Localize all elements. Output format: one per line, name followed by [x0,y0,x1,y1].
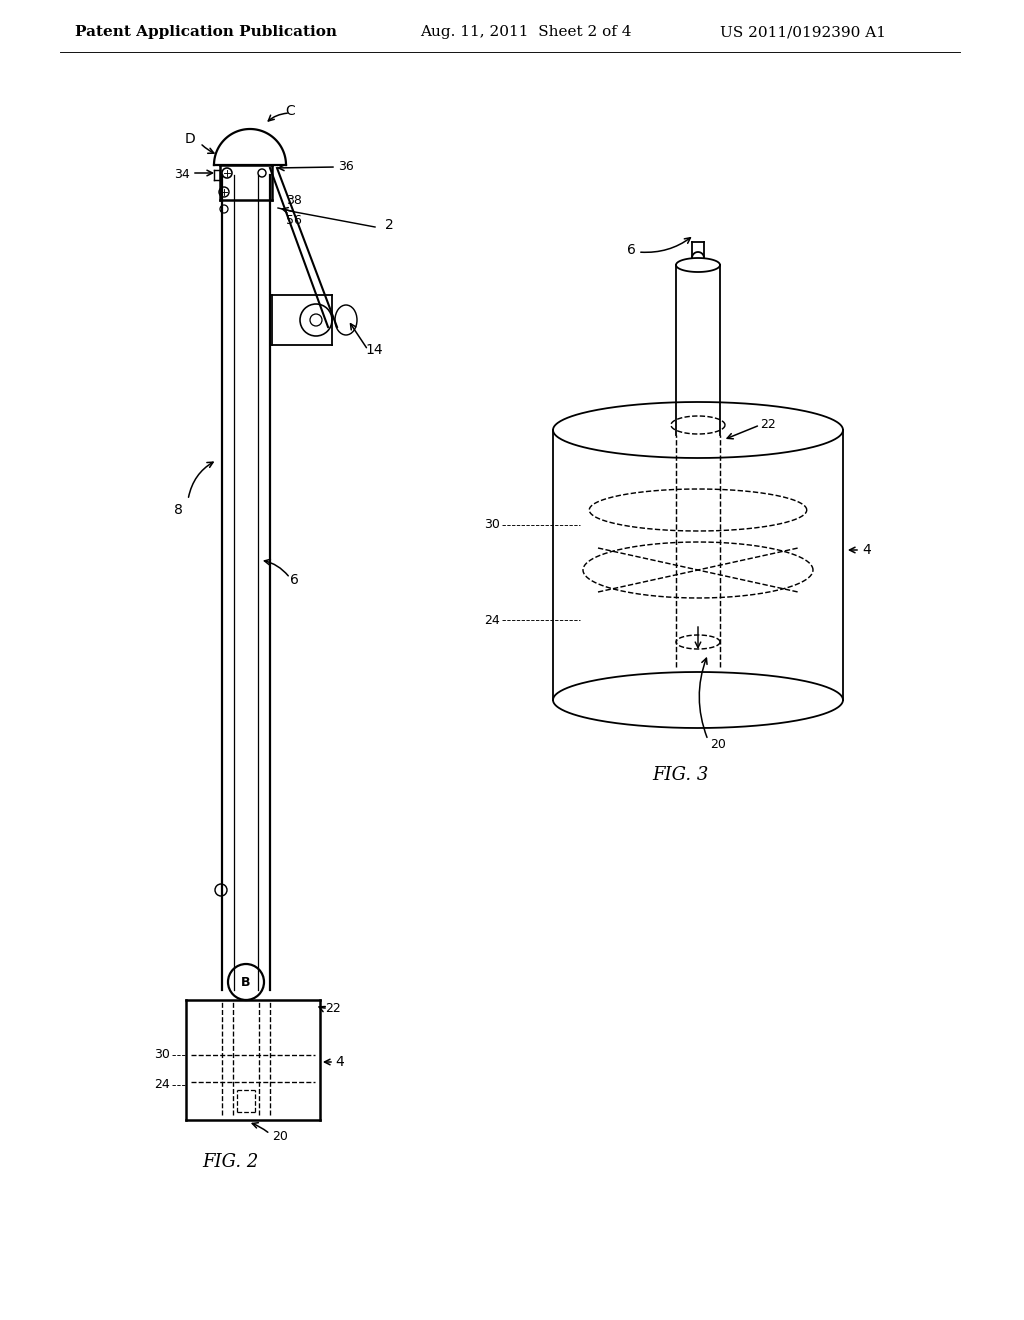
Text: 4: 4 [862,543,870,557]
Text: FIG. 2: FIG. 2 [202,1152,258,1171]
Text: Aug. 11, 2011  Sheet 2 of 4: Aug. 11, 2011 Sheet 2 of 4 [420,25,632,40]
Text: FIG. 3: FIG. 3 [652,766,709,784]
Text: 30: 30 [484,519,500,532]
Text: US 2011/0192390 A1: US 2011/0192390 A1 [720,25,886,40]
Text: C: C [285,104,295,117]
Text: 24: 24 [484,614,500,627]
Text: 36: 36 [338,161,353,173]
Text: 22: 22 [325,1002,341,1015]
Text: Patent Application Publication: Patent Application Publication [75,25,337,40]
Text: 20: 20 [710,738,726,751]
Text: 8: 8 [173,503,182,517]
Text: 6: 6 [290,573,299,587]
Text: 6: 6 [627,243,636,257]
Text: 14: 14 [365,343,383,356]
Text: 22: 22 [760,418,776,432]
Text: B: B [242,975,251,989]
Text: 56: 56 [286,214,302,227]
Text: 24: 24 [155,1078,170,1092]
Text: 34: 34 [174,169,189,181]
Text: 38: 38 [286,194,302,206]
Text: 4: 4 [335,1055,344,1069]
Text: 30: 30 [155,1048,170,1061]
Text: 20: 20 [272,1130,288,1143]
Text: 2: 2 [385,218,394,232]
Text: D: D [184,132,196,147]
